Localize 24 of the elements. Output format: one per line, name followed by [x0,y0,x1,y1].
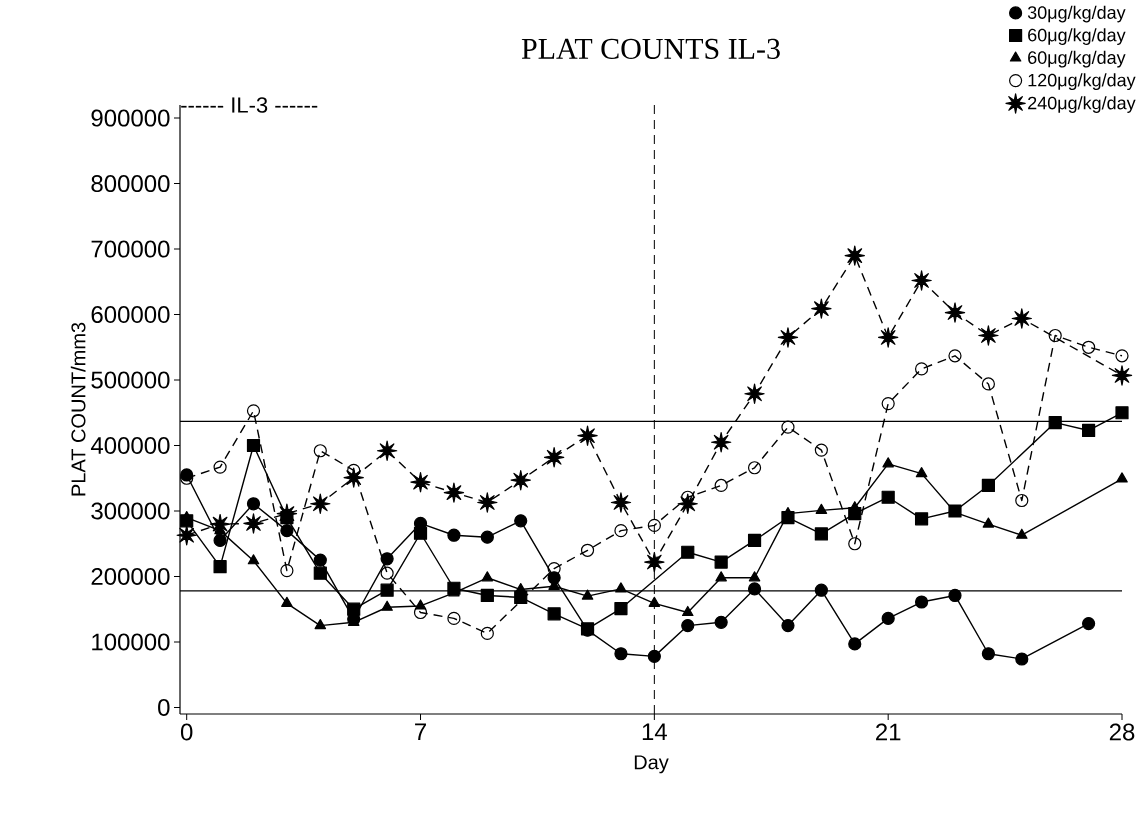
y-tick-label: 100000 [92,633,170,651]
y-tick-label: 0 [158,698,170,716]
legend-label: 30μg/kg/day [1027,5,1126,23]
y-tick-label: 500000 [91,371,170,389]
y-axis-title: PLAT COUNT/mm3 [70,322,86,496]
y-tick-label: 700000 [91,240,170,258]
y-tick-label: 400000 [90,437,170,454]
y-tick-label: 600000 [91,306,170,324]
x-axis-title: Day [634,755,669,774]
y-tick-label: 900000 [91,109,170,127]
x-tick-label: 21 [876,723,901,741]
x-tick-label: 28 [1109,723,1135,741]
x-tick-label: 0 [180,723,193,741]
x-tick-label: 7 [415,723,426,741]
legend-label: 120μg/kg/day [1028,73,1136,91]
legend-label: 240μg/kg/day [1028,96,1136,113]
y-tick-label: 200000 [91,567,170,585]
chart-title: PLAT COUNTS IL-3 [521,38,780,59]
x-tick-label: 14 [642,723,667,741]
annotation: ------ IL-3 ------ [181,97,318,113]
y-tick-label: 300000 [91,502,170,520]
y-tick-label: 800000 [91,175,170,193]
legend-label: 60μg/kg/day [1028,28,1126,45]
legend-label: 60μg/kg/day [1028,50,1126,68]
